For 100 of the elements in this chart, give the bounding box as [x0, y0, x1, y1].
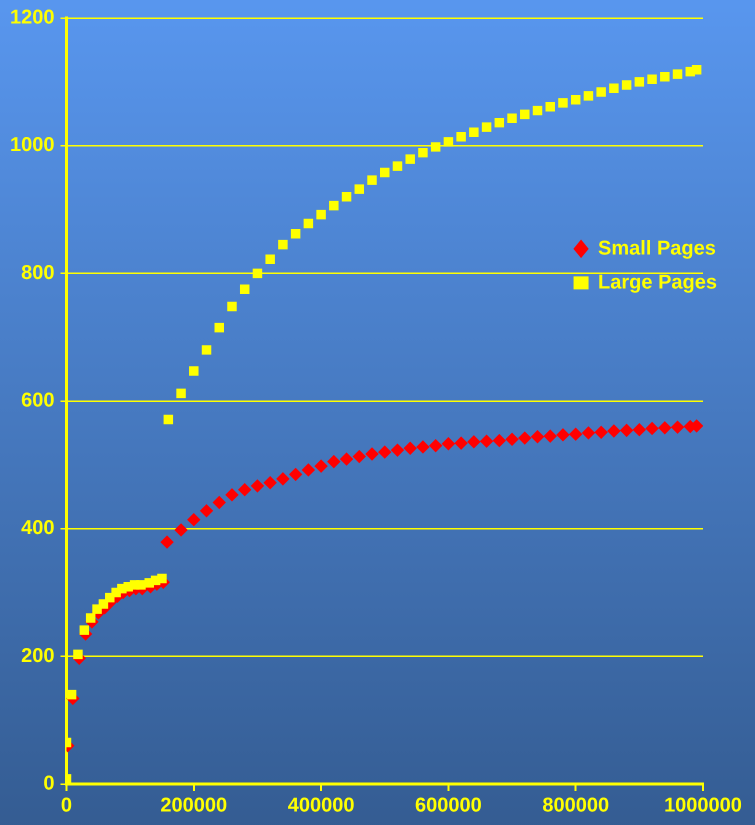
point [594, 426, 608, 439]
point [189, 366, 199, 376]
point [494, 118, 504, 128]
point [596, 87, 606, 97]
point [570, 94, 580, 104]
point [404, 442, 417, 455]
point [658, 421, 672, 434]
point [366, 447, 379, 460]
point [480, 434, 494, 448]
point [647, 74, 657, 84]
point [405, 154, 415, 164]
point [492, 434, 506, 448]
point [304, 218, 314, 228]
point [660, 72, 670, 82]
point [671, 420, 684, 434]
point [352, 450, 366, 464]
point [340, 452, 354, 466]
y-tick-label: 0 [43, 772, 54, 795]
point [290, 229, 300, 238]
point [607, 424, 620, 438]
point [545, 102, 555, 112]
point [265, 254, 275, 264]
point [429, 439, 442, 452]
point [456, 132, 466, 142]
point [620, 424, 634, 437]
point [544, 430, 557, 443]
point [176, 388, 186, 398]
point [367, 175, 377, 185]
point [390, 444, 404, 457]
point [672, 69, 682, 79]
point [556, 428, 570, 442]
point [66, 690, 76, 700]
point [252, 268, 262, 278]
point [225, 488, 238, 502]
point [200, 504, 214, 518]
y-tick-label: 400 [21, 517, 54, 540]
y-tick-label: 600 [21, 390, 54, 412]
point [238, 483, 252, 496]
point [569, 428, 582, 441]
point [227, 302, 237, 312]
point [160, 536, 174, 549]
point [302, 463, 315, 476]
point [187, 513, 200, 526]
point [558, 98, 568, 108]
point [454, 436, 468, 450]
point [584, 91, 594, 101]
point [416, 440, 430, 454]
x-tick-label: 1000000 [664, 794, 742, 817]
x-tick-label: 200000 [160, 794, 228, 817]
point [276, 472, 290, 486]
point [430, 142, 440, 152]
point [174, 523, 188, 536]
point [380, 168, 390, 178]
point [354, 184, 364, 194]
point [622, 80, 632, 90]
point [314, 460, 328, 473]
point [506, 432, 519, 446]
legend-label: Large Pages [598, 271, 718, 294]
point [632, 423, 646, 436]
point [418, 148, 428, 158]
point [467, 435, 480, 448]
point [80, 625, 90, 635]
point [520, 110, 530, 120]
legend-label: Small Pages [598, 237, 716, 260]
point [289, 468, 302, 481]
point [342, 192, 352, 202]
y-tick-label: 1000 [10, 134, 54, 156]
y-tick-label: 800 [21, 262, 54, 284]
point [634, 77, 644, 87]
point [531, 430, 544, 444]
point [518, 432, 532, 445]
point [329, 200, 339, 210]
x-tick-label: 400000 [288, 794, 354, 817]
point [442, 437, 455, 450]
point [378, 446, 392, 459]
point [392, 161, 402, 171]
point [264, 476, 277, 490]
point [212, 496, 226, 509]
point [86, 613, 96, 623]
x-tick-label: 0 [60, 794, 72, 817]
point [532, 106, 542, 116]
y-tick-label: 200 [21, 644, 54, 667]
point [136, 580, 146, 590]
point [240, 284, 250, 294]
x-tick-label: 800000 [542, 794, 610, 817]
point [214, 322, 224, 332]
point [202, 345, 212, 355]
point [646, 422, 659, 435]
point [73, 650, 83, 660]
point [250, 479, 264, 492]
point [444, 137, 454, 147]
point [316, 210, 326, 220]
point [157, 574, 167, 584]
point [692, 64, 702, 74]
point [327, 455, 340, 468]
point [278, 240, 288, 250]
point [609, 83, 619, 93]
point [482, 122, 492, 132]
y-tick-label: 1200 [10, 6, 54, 29]
point [507, 113, 517, 123]
